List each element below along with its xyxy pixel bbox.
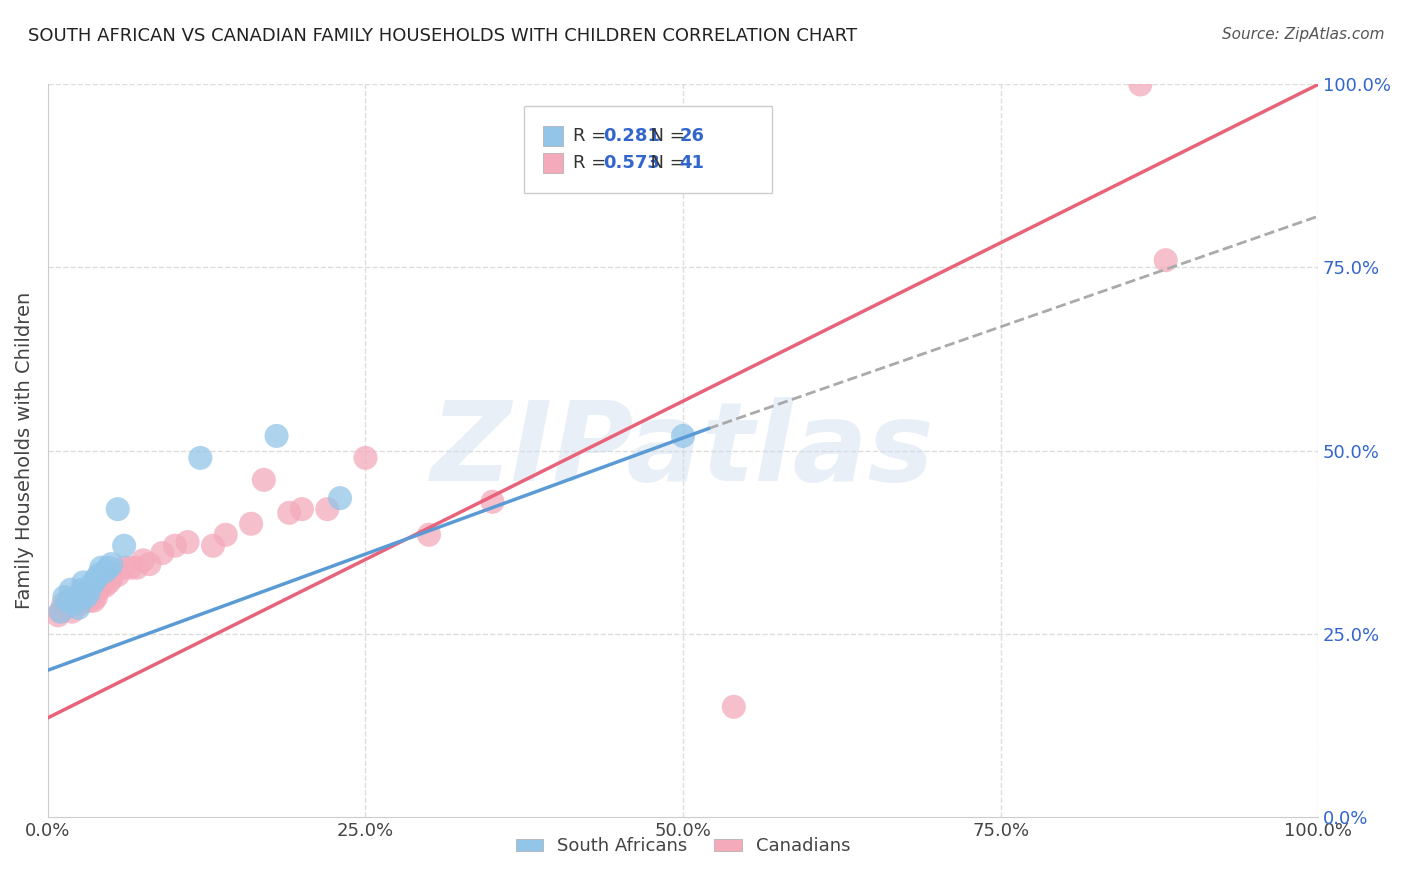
Point [100, 572, 122, 586]
Point [266, 429, 288, 443]
Text: SOUTH AFRICAN VS CANADIAN FAMILY HOUSEHOLDS WITH CHILDREN CORRELATION CHART: SOUTH AFRICAN VS CANADIAN FAMILY HOUSEHO… [28, 27, 858, 45]
Point [329, 491, 352, 505]
Point [112, 539, 135, 553]
Point [66, 590, 89, 604]
Point [291, 502, 314, 516]
Point [49, 605, 72, 619]
Point [90, 579, 112, 593]
Point [69, 590, 91, 604]
Point [79, 593, 101, 607]
Legend: South Africans, Canadians: South Africans, Canadians [509, 830, 858, 863]
Text: N =: N = [638, 153, 690, 172]
Point [723, 699, 745, 714]
FancyBboxPatch shape [524, 106, 772, 193]
Point [1129, 78, 1152, 92]
Point [97, 575, 120, 590]
Y-axis label: Family Households with Children: Family Households with Children [15, 292, 34, 609]
Point [67, 601, 90, 615]
Point [84, 572, 107, 586]
Text: 0.281: 0.281 [603, 127, 659, 145]
Point [63, 593, 86, 607]
Point [59, 582, 82, 597]
Point [278, 506, 301, 520]
Text: 26: 26 [679, 127, 704, 145]
Point [87, 568, 110, 582]
Point [100, 557, 122, 571]
Point [97, 560, 120, 574]
Point [132, 553, 155, 567]
Point [354, 450, 377, 465]
Point [176, 535, 198, 549]
Point [56, 601, 79, 615]
Point [58, 593, 80, 607]
Point [87, 582, 110, 597]
Text: 0.573: 0.573 [603, 153, 659, 172]
Text: R =: R = [572, 153, 612, 172]
Point [240, 516, 263, 531]
Point [94, 579, 117, 593]
Point [163, 539, 186, 553]
Point [125, 560, 148, 574]
Point [70, 582, 93, 597]
Point [215, 528, 238, 542]
Text: N =: N = [638, 127, 690, 145]
Point [112, 560, 135, 574]
Point [65, 593, 87, 607]
Point [316, 502, 339, 516]
Point [58, 593, 80, 607]
Point [46, 608, 69, 623]
Point [120, 560, 142, 574]
Point [202, 539, 225, 553]
Point [418, 528, 440, 542]
Point [72, 575, 94, 590]
Point [84, 590, 107, 604]
Point [52, 597, 75, 611]
Point [150, 546, 173, 560]
Point [138, 557, 160, 571]
Point [80, 579, 103, 593]
Point [188, 450, 211, 465]
Text: ZIPatlas: ZIPatlas [432, 397, 935, 504]
Point [60, 605, 83, 619]
Point [107, 502, 129, 516]
Point [70, 593, 93, 607]
Point [672, 429, 695, 443]
Point [53, 590, 76, 604]
Point [83, 593, 105, 607]
Point [107, 568, 129, 582]
Point [1154, 253, 1177, 268]
Point [69, 597, 91, 611]
Point [481, 495, 503, 509]
Text: Source: ZipAtlas.com: Source: ZipAtlas.com [1222, 27, 1385, 42]
Point [94, 565, 117, 579]
Point [253, 473, 276, 487]
Text: 41: 41 [679, 153, 704, 172]
Point [75, 586, 97, 600]
Text: R =: R = [572, 127, 612, 145]
Point [49, 605, 72, 619]
Point [77, 586, 100, 600]
Point [62, 597, 84, 611]
Point [90, 560, 112, 574]
Point [75, 590, 97, 604]
Point [83, 575, 105, 590]
